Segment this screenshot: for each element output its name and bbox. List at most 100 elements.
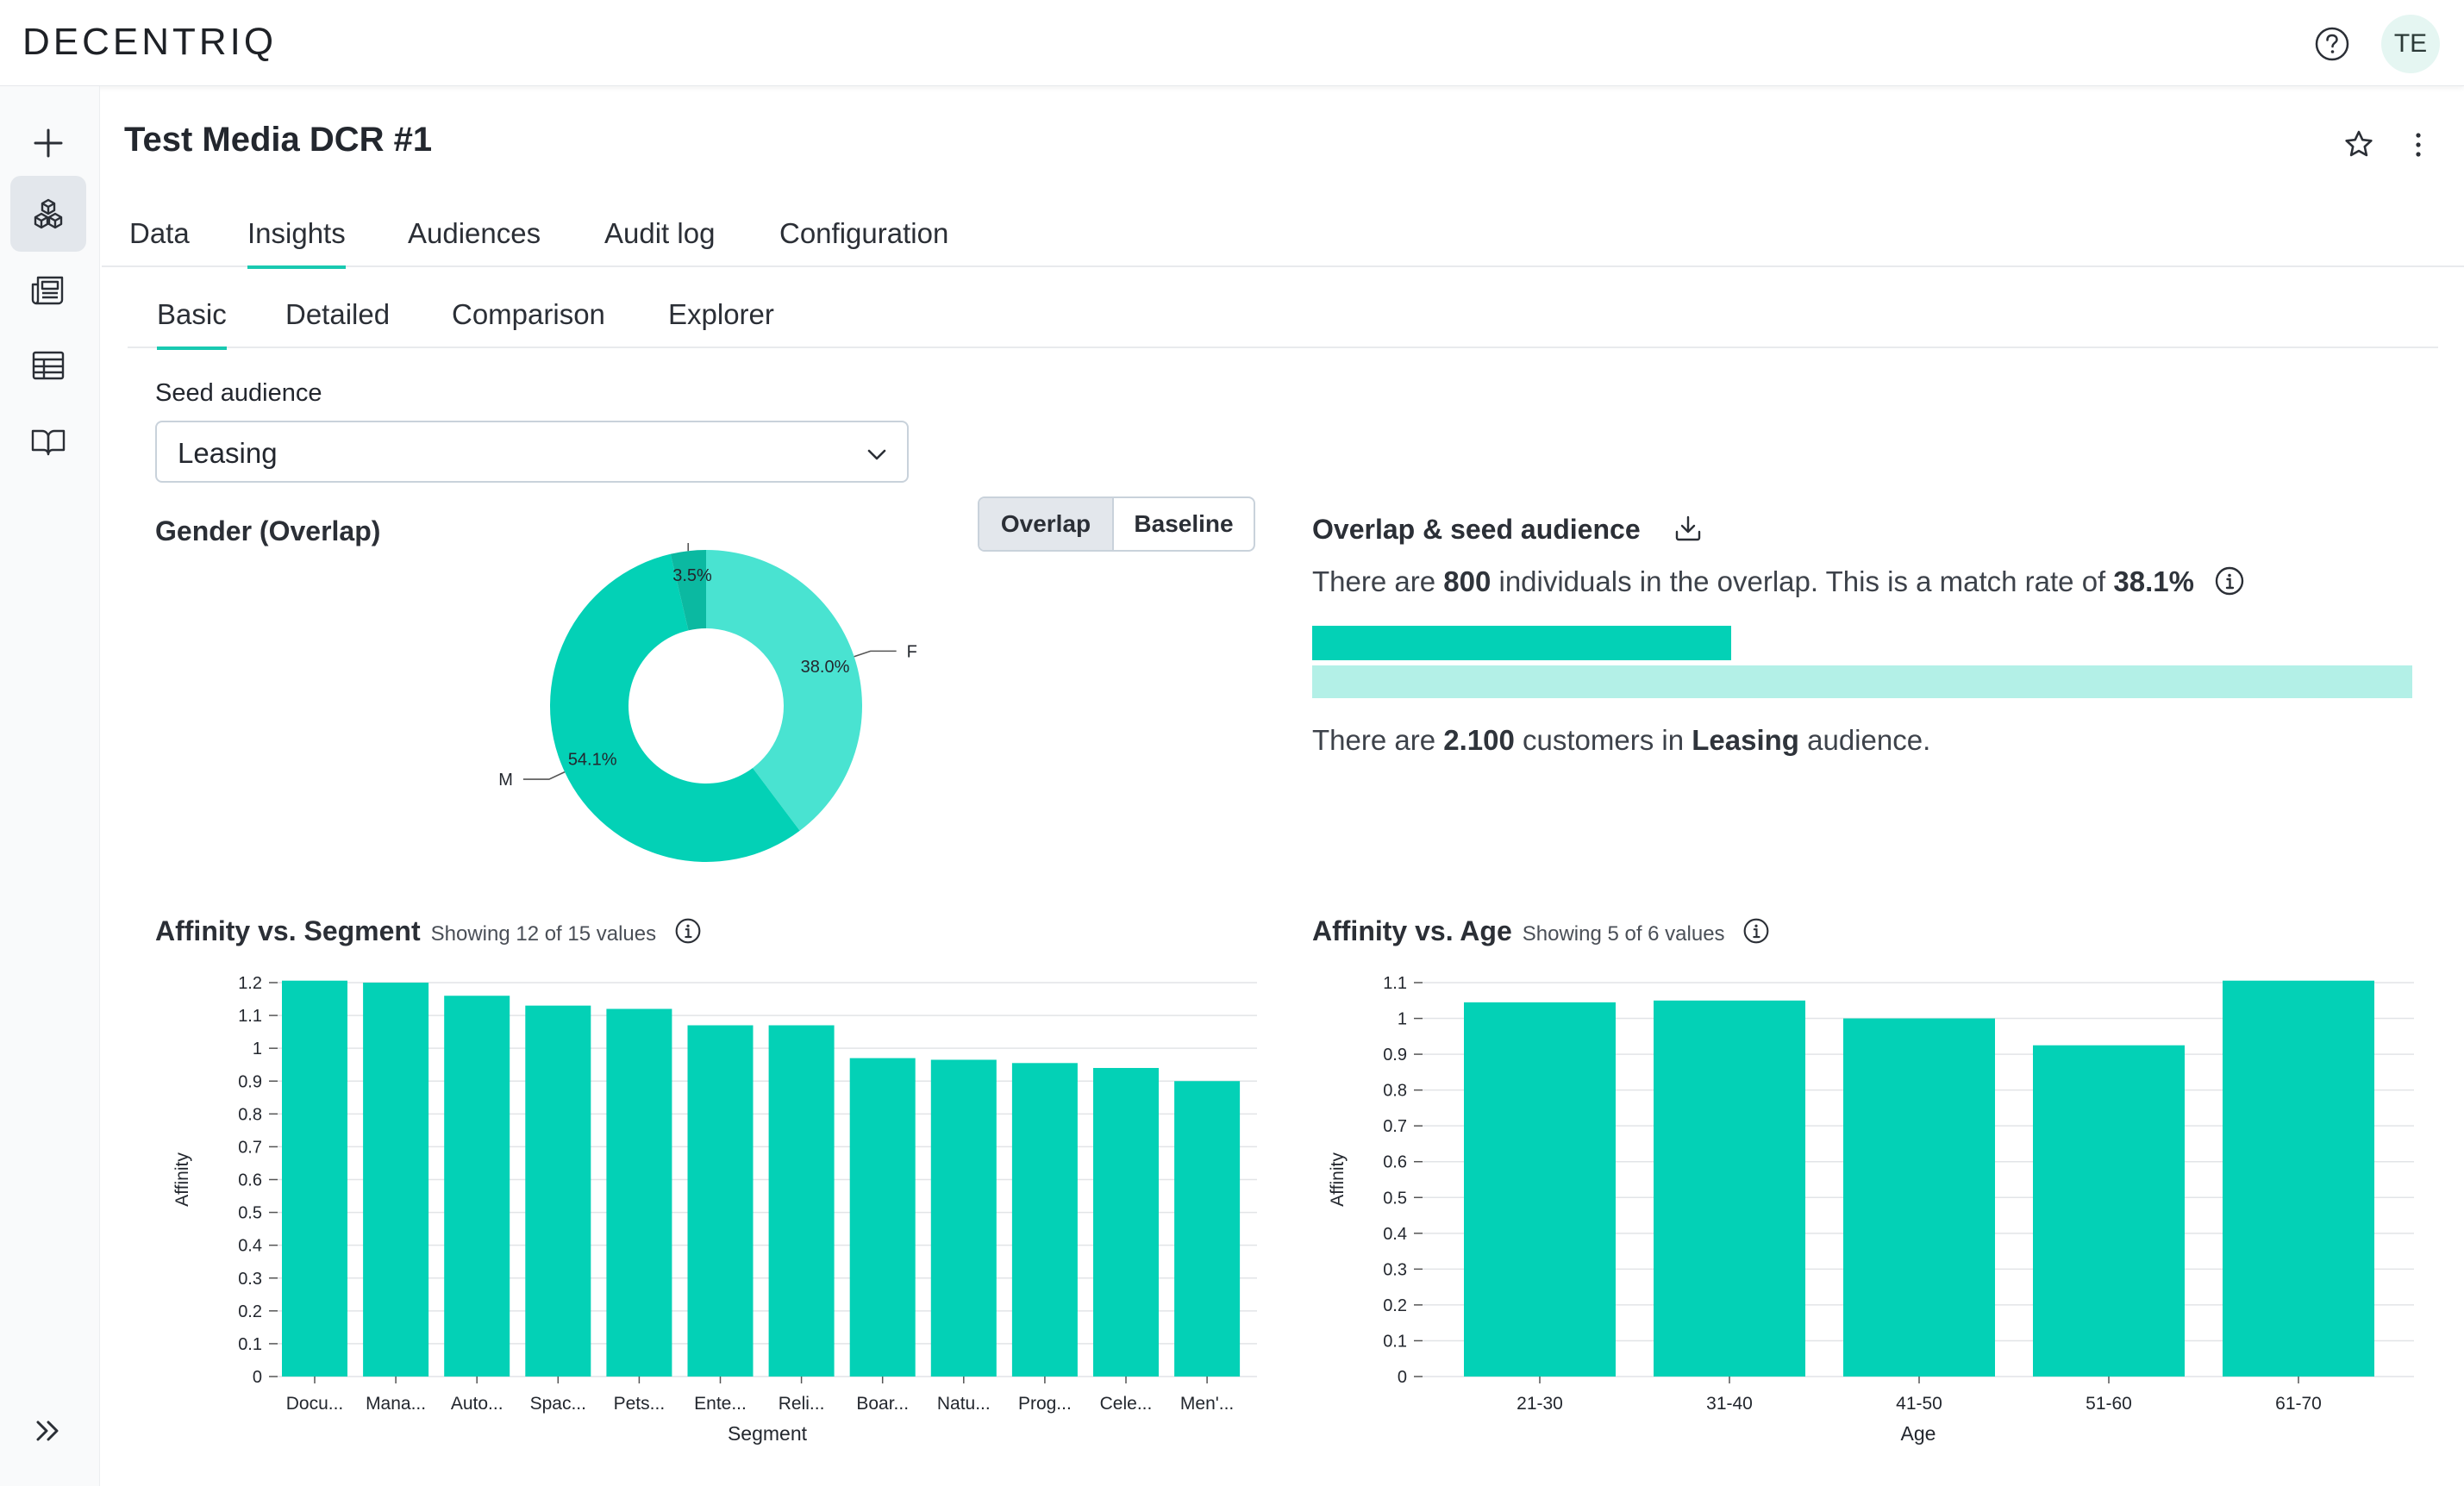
bar-4[interactable] <box>2223 980 2374 1377</box>
seed-audience-select[interactable]: Leasing <box>155 421 909 483</box>
sidebar-item-datarooms[interactable] <box>10 176 86 252</box>
toggle-overlap-button[interactable]: Overlap <box>979 498 1114 550</box>
seed-audience-value: Leasing <box>178 437 278 469</box>
bar-3[interactable] <box>2033 1045 2185 1377</box>
sidebar-item-docs[interactable] <box>10 403 86 479</box>
pie-slice-m[interactable] <box>550 553 800 862</box>
y-axis-title: Affinity <box>172 1152 192 1207</box>
y-tick-label: 0 <box>1398 1368 1407 1387</box>
chevron-down-icon <box>867 449 886 460</box>
overlap-section-title: Overlap & seed audience <box>1312 514 1704 546</box>
pie-slice-f[interactable] <box>706 550 863 831</box>
y-axis-title: Affinity <box>1328 1152 1348 1207</box>
subtab-detailed[interactable]: Detailed <box>285 298 391 330</box>
top-bar: DECENTRIQ TE <box>0 0 2464 86</box>
sidebar-new-button[interactable] <box>10 105 86 181</box>
bar-0[interactable] <box>282 980 347 1377</box>
pie-callout-line <box>687 543 690 552</box>
toggle-baseline-button[interactable]: Baseline <box>1134 510 1234 537</box>
more-options-button[interactable] <box>2405 128 2431 162</box>
y-tick-label: 0.2 <box>1383 1296 1407 1315</box>
bar-7[interactable] <box>849 1058 916 1377</box>
y-tick-label: 0.1 <box>1383 1332 1407 1351</box>
age-chart-header: Affinity vs. Age Showing 5 of 6 values <box>1312 915 1770 947</box>
x-tick-label: Pets... <box>614 1394 666 1414</box>
help-button[interactable] <box>2314 26 2350 62</box>
bar-10[interactable] <box>1093 1068 1159 1377</box>
chevrons-right-icon <box>36 1420 59 1441</box>
sidebar-expand-button[interactable] <box>10 1393 86 1469</box>
cubes-icon <box>34 198 63 229</box>
affinity-segment-chart: 0 0.1 0.2 0.3 0.4 0.5 0.6 0.7 0.8 0.9 1 1.1 1.2 Docu.… <box>172 974 1257 1445</box>
x-tick-label: Spac... <box>530 1394 586 1414</box>
seed-text-part: customers in <box>1514 724 1692 756</box>
bar-2[interactable] <box>1843 1018 1995 1377</box>
user-avatar[interactable]: TE <box>2381 15 2440 73</box>
x-tick-label: Boar... <box>856 1394 909 1414</box>
plus-icon <box>34 128 63 158</box>
y-tick-label: 0.1 <box>238 1335 262 1354</box>
bar-6[interactable] <box>768 1025 835 1377</box>
seed-audience-label: Seed audience <box>155 379 322 407</box>
pie-slice-na[interactable] <box>670 550 706 631</box>
tab-insights[interactable]: Insights <box>247 217 346 269</box>
pie-category-label: F <box>907 642 917 661</box>
tab-audiences[interactable]: Audiences <box>408 217 541 249</box>
help-icon <box>2315 27 2349 61</box>
y-tick-label: 0.6 <box>1383 1153 1407 1172</box>
info-icon[interactable] <box>2214 565 2245 596</box>
age-chart-title: Affinity vs. Age <box>1312 915 1512 946</box>
y-tick-label: 0 <box>253 1368 262 1387</box>
bar-4[interactable] <box>606 1008 672 1377</box>
insights-subtabs: Basic Detailed Comparison Explorer <box>128 288 2438 350</box>
seed-summary-text: There are 2.100 customers in Leasing aud… <box>1312 724 1930 757</box>
app-logo[interactable]: DECENTRIQ <box>22 21 278 63</box>
affinity-age-chart: 0 0.1 0.2 0.3 0.4 0.5 0.6 0.7 0.8 0.9 1 1.1 21-30 31-… <box>1328 974 2414 1445</box>
subtab-explorer[interactable]: Explorer <box>668 298 774 330</box>
bar-5[interactable] <box>687 1025 754 1377</box>
sidebar-item-datasets[interactable] <box>10 328 86 403</box>
bar-3[interactable] <box>525 1005 591 1377</box>
y-tick-label: 0.5 <box>1383 1189 1407 1208</box>
gender-donut-chart: 38.0%F54.1%M3.5%N/A <box>498 543 917 862</box>
table-icon <box>32 351 65 380</box>
match-rate-value: 38.1% <box>2113 565 2194 597</box>
bar-11[interactable] <box>1174 1081 1241 1377</box>
y-tick-label: 0.3 <box>238 1270 262 1289</box>
pie-category-label: M <box>498 771 513 790</box>
y-tick-label: 0.9 <box>238 1072 262 1091</box>
tab-data[interactable]: Data <box>129 217 190 249</box>
favorite-button[interactable] <box>2342 128 2376 162</box>
tab-audit-log[interactable]: Audit log <box>604 217 716 249</box>
bar-9[interactable] <box>1011 1063 1078 1377</box>
x-tick-label: 41-50 <box>1896 1394 1942 1414</box>
info-icon[interactable] <box>1742 917 1770 945</box>
info-icon[interactable] <box>674 917 702 945</box>
sidebar <box>0 86 100 1486</box>
x-tick-label: Ente... <box>694 1394 747 1414</box>
gender-chart-title: Gender (Overlap) <box>155 515 381 546</box>
x-tick-label: Men'... <box>1180 1394 1234 1414</box>
subtab-basic[interactable]: Basic <box>157 298 227 350</box>
x-tick-label: 31-40 <box>1706 1394 1753 1414</box>
y-tick-label: 0.3 <box>1383 1260 1407 1279</box>
star-icon <box>2345 130 2373 157</box>
bar-8[interactable] <box>930 1059 997 1377</box>
y-tick-label: 1 <box>253 1040 262 1058</box>
overlap-text-part: There are <box>1312 565 1444 597</box>
y-tick-label: 0.4 <box>1383 1225 1407 1244</box>
y-tick-label: 1.1 <box>238 1007 262 1026</box>
bar-0[interactable] <box>1464 1002 1616 1377</box>
x-tick-label: Mana... <box>366 1394 426 1414</box>
main-tabs: Data Insights Audiences Audit log Config… <box>102 207 2464 269</box>
download-icon[interactable] <box>1673 513 1704 544</box>
bar-2[interactable] <box>444 996 510 1377</box>
y-tick-label: 1.2 <box>238 974 262 993</box>
sidebar-item-news[interactable] <box>10 252 86 328</box>
tab-configuration[interactable]: Configuration <box>779 217 949 249</box>
bar-1[interactable] <box>1654 1000 1805 1377</box>
x-axis-title: Segment <box>728 1422 808 1445</box>
bar-1[interactable] <box>363 983 429 1377</box>
subtab-comparison[interactable]: Comparison <box>452 298 605 330</box>
book-icon <box>31 429 66 456</box>
